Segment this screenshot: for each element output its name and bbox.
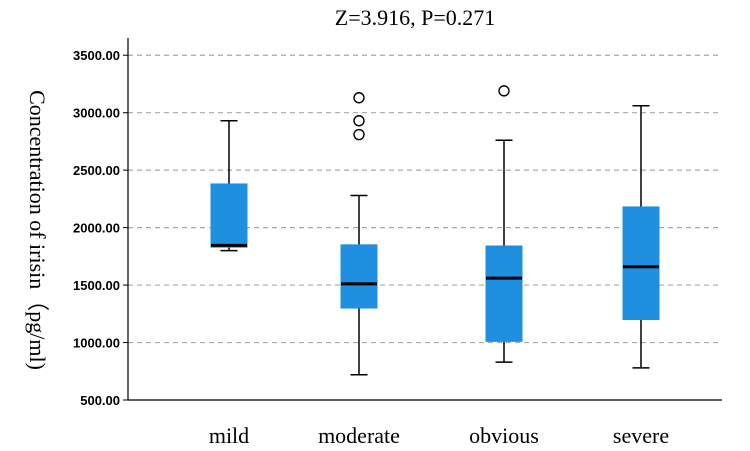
y-tick-label: 500.00: [80, 393, 120, 408]
boxes: [210, 85, 660, 376]
x-tick-label-moderate: moderate: [318, 423, 400, 448]
y-tick-label: 1000.00: [73, 336, 120, 351]
x-tick-label-severe: severe: [613, 423, 669, 448]
y-tick-label: 3000.00: [73, 106, 120, 121]
box-group-mild: [210, 119, 248, 252]
labels: 500.00 1000.00 1500.00 2000.00 2500.00 3000.0…: [73, 48, 669, 448]
outlier-point: [353, 115, 365, 127]
box-group-obvious: [485, 85, 523, 363]
y-tick-label: 2500.00: [73, 163, 120, 178]
iqr-box: [485, 245, 523, 342]
axes: [123, 38, 722, 401]
x-tick-label-obvious: obvious: [469, 423, 539, 448]
iqr-box: [340, 244, 378, 309]
outlier-point: [353, 128, 365, 141]
outlier-point: [353, 92, 365, 104]
outlier-point: [498, 85, 510, 97]
chart-title: Z=3.916, P=0.271: [335, 5, 496, 30]
iqr-box: [210, 183, 248, 248]
y-axis-label: Concentration of irisin（pg/ml): [25, 90, 50, 370]
y-tick-label: 3500.00: [73, 48, 120, 63]
box-group-moderate: [340, 92, 378, 376]
box-group-severe: [622, 105, 660, 369]
y-tick-label: 2000.00: [73, 221, 120, 236]
y-tick-label: 1500.00: [73, 278, 120, 293]
x-tick-label-mild: mild: [209, 423, 249, 448]
iqr-box: [622, 206, 660, 321]
